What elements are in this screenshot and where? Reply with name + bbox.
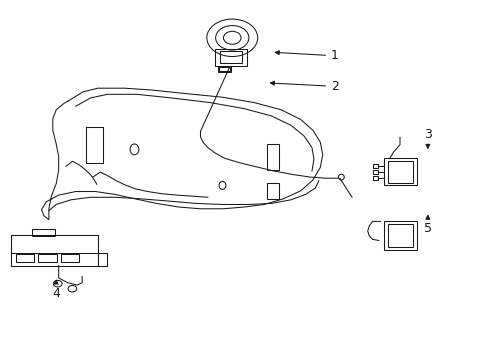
Text: 2: 2 [270,80,338,93]
Text: 3: 3 [423,129,431,148]
Text: 4: 4 [52,280,60,300]
Text: 1: 1 [275,49,338,62]
Text: 5: 5 [423,215,431,235]
